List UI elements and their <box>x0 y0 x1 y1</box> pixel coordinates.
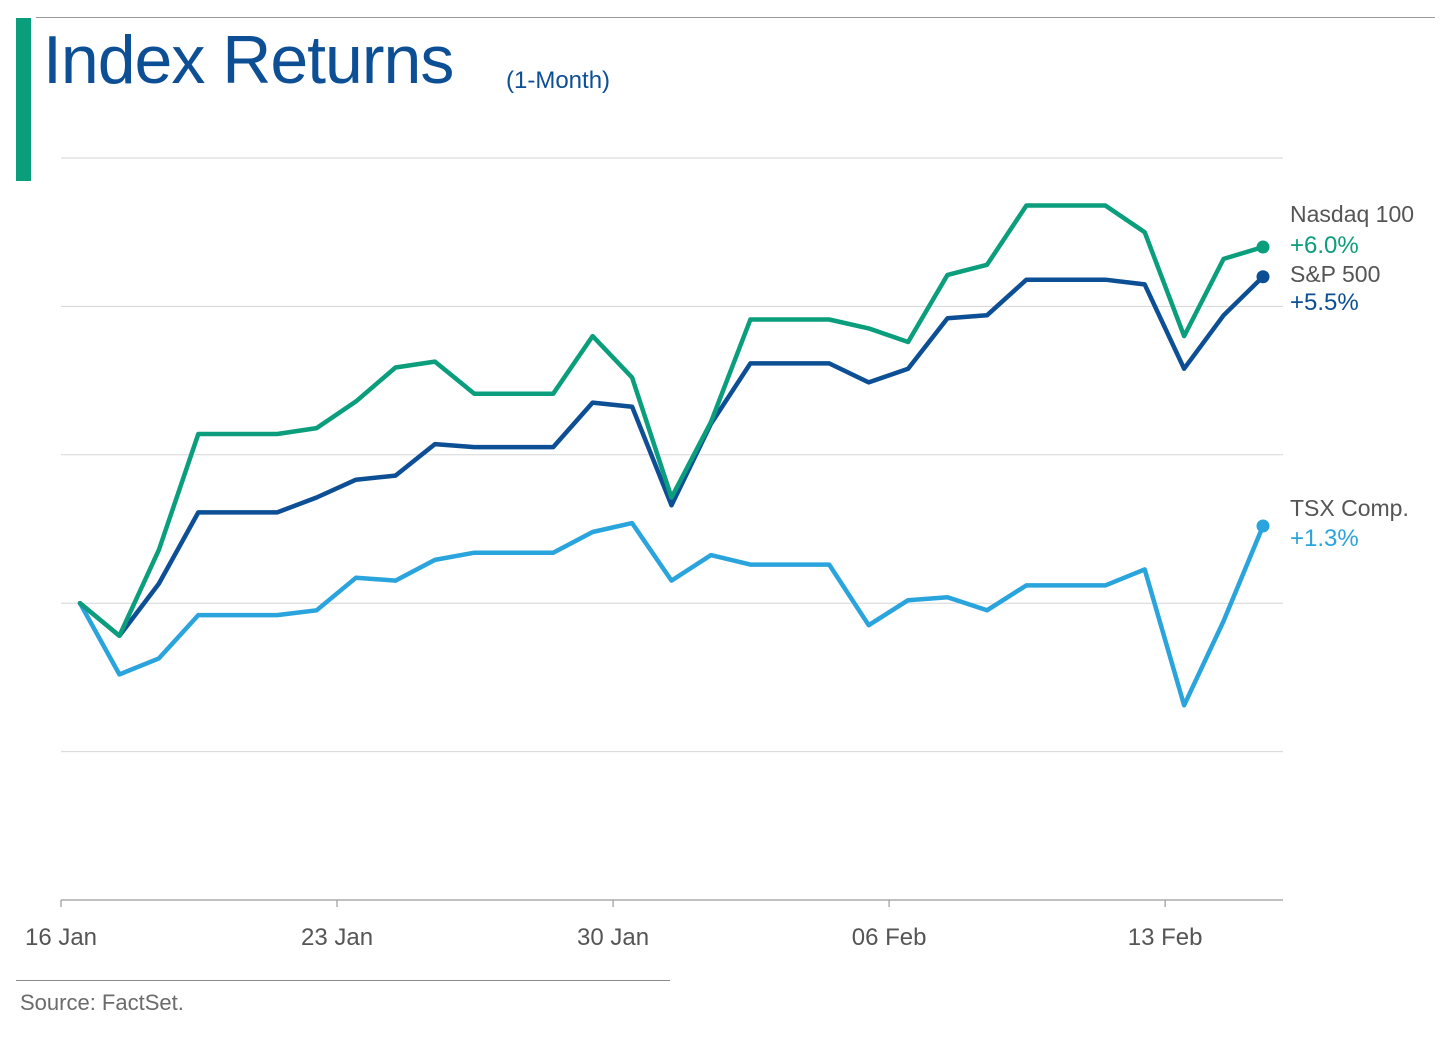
series-value-label: +1.3% <box>1290 525 1359 552</box>
source-rule <box>16 980 670 981</box>
series-value-label: +6.0% <box>1290 232 1359 259</box>
series-name-label: S&P 500 <box>1290 261 1380 287</box>
series-line-2 <box>77 520 1266 708</box>
source-note: Source: FactSet. <box>20 990 184 1015</box>
top-rule <box>36 17 1435 18</box>
x-tick-label: 06 Feb <box>852 924 927 951</box>
series-end-labels: Nasdaq 100 +6.0%S&P 500+5.5% TSX Comp. +1.3… <box>1290 201 1414 552</box>
series-lines <box>77 203 1270 708</box>
series-end-marker <box>1256 519 1270 533</box>
series-value-label: +5.5% <box>1290 289 1359 316</box>
gridlines <box>61 157 1283 753</box>
chart-subtitle: (1-Month) <box>506 67 611 94</box>
series-line-1 <box>77 274 1266 639</box>
series-line-0 <box>77 203 1266 639</box>
series-end-marker <box>1256 240 1270 254</box>
x-tick-label: 16 Jan <box>25 924 97 951</box>
series-name-label: TSX Comp. <box>1290 495 1409 521</box>
x-axis: 16 Jan 23 Jan 30 Jan 06 Feb 13 Feb <box>25 899 1283 951</box>
x-tick-label: 23 Jan <box>301 924 373 951</box>
series-end-marker <box>1256 270 1270 284</box>
chart-title: Index Returns <box>43 22 454 98</box>
x-tick-label: 30 Jan <box>577 924 649 951</box>
title-accent-bar <box>16 18 31 181</box>
x-tick-label: 13 Feb <box>1128 924 1203 951</box>
series-name-label: Nasdaq 100 <box>1290 201 1414 227</box>
